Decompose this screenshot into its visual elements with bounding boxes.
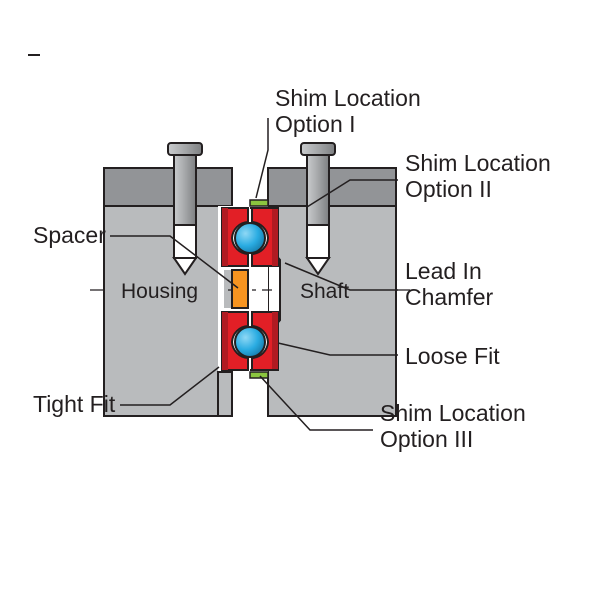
- bolt-left: [168, 143, 202, 225]
- label-shaft: Shaft: [300, 280, 349, 304]
- label-spacer: Spacer: [33, 222, 106, 248]
- label-shim-option-3: Shim Location Option III: [380, 400, 526, 453]
- label-lead-in-chamfer: Lead In Chamfer: [405, 258, 493, 311]
- label-housing: Housing: [121, 280, 198, 304]
- bearing-ball-upper: [235, 223, 265, 253]
- label-shim-option-1: Shim Location Option I: [275, 85, 421, 138]
- shim-option-1-strip: [250, 200, 268, 206]
- spacer-block: [232, 270, 248, 308]
- bearing-ball-lower: [235, 327, 265, 357]
- label-tight-fit: Tight Fit: [33, 391, 115, 417]
- label-shim-option-2: Shim Location Option II: [405, 150, 551, 203]
- bolt-right: [301, 143, 335, 225]
- shim-option-3-strip: [250, 372, 268, 378]
- label-loose-fit: Loose Fit: [405, 343, 500, 369]
